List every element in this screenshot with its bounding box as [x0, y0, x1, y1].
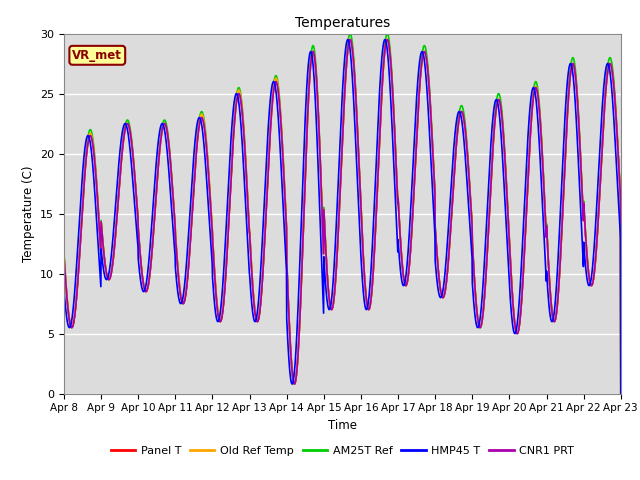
X-axis label: Time: Time: [328, 419, 357, 432]
Old Ref Temp: [617, 391, 625, 396]
Panel T: [508, 283, 516, 288]
CNR1 PRT: [346, 36, 354, 42]
AM25T Ref: [617, 391, 625, 396]
Title: Temperatures: Temperatures: [295, 16, 390, 30]
AM25T Ref: [346, 31, 354, 36]
HMP45 T: [348, 68, 356, 74]
Panel T: [617, 391, 625, 396]
Panel T: [60, 253, 68, 259]
Panel T: [212, 289, 220, 295]
Panel T: [348, 43, 356, 49]
Old Ref Temp: [406, 255, 414, 261]
Panel T: [406, 255, 414, 261]
AM25T Ref: [406, 255, 414, 261]
Line: Old Ref Temp: Old Ref Temp: [64, 39, 621, 394]
Old Ref Temp: [508, 281, 516, 287]
AM25T Ref: [348, 37, 356, 43]
HMP45 T: [344, 36, 351, 42]
CNR1 PRT: [508, 283, 516, 288]
AM25T Ref: [212, 288, 220, 294]
HMP45 T: [508, 314, 516, 320]
Old Ref Temp: [593, 243, 600, 249]
CNR1 PRT: [164, 132, 172, 138]
HMP45 T: [593, 205, 600, 211]
CNR1 PRT: [406, 255, 414, 261]
Old Ref Temp: [212, 285, 220, 291]
CNR1 PRT: [348, 43, 356, 49]
Old Ref Temp: [346, 36, 354, 42]
CNR1 PRT: [212, 289, 220, 295]
HMP45 T: [164, 154, 172, 159]
Panel T: [164, 132, 172, 138]
CNR1 PRT: [593, 243, 600, 249]
AM25T Ref: [593, 242, 600, 248]
AM25T Ref: [508, 281, 516, 287]
CNR1 PRT: [60, 253, 68, 259]
AM25T Ref: [164, 129, 172, 134]
AM25T Ref: [60, 252, 68, 257]
Y-axis label: Temperature (C): Temperature (C): [22, 165, 35, 262]
Line: Panel T: Panel T: [64, 39, 621, 394]
Old Ref Temp: [60, 251, 68, 257]
Text: VR_met: VR_met: [72, 49, 122, 62]
Line: HMP45 T: HMP45 T: [64, 39, 621, 394]
HMP45 T: [617, 391, 625, 396]
Panel T: [593, 243, 600, 249]
HMP45 T: [212, 312, 220, 318]
Old Ref Temp: [348, 43, 356, 49]
Line: AM25T Ref: AM25T Ref: [64, 34, 621, 394]
CNR1 PRT: [617, 391, 625, 396]
Line: CNR1 PRT: CNR1 PRT: [64, 39, 621, 394]
Old Ref Temp: [164, 132, 172, 138]
Legend: Panel T, Old Ref Temp, AM25T Ref, HMP45 T, CNR1 PRT: Panel T, Old Ref Temp, AM25T Ref, HMP45 …: [106, 441, 579, 460]
Panel T: [346, 36, 354, 42]
HMP45 T: [60, 287, 68, 293]
HMP45 T: [406, 220, 414, 226]
